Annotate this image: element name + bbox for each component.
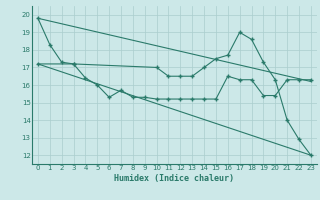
X-axis label: Humidex (Indice chaleur): Humidex (Indice chaleur) (115, 174, 234, 183)
